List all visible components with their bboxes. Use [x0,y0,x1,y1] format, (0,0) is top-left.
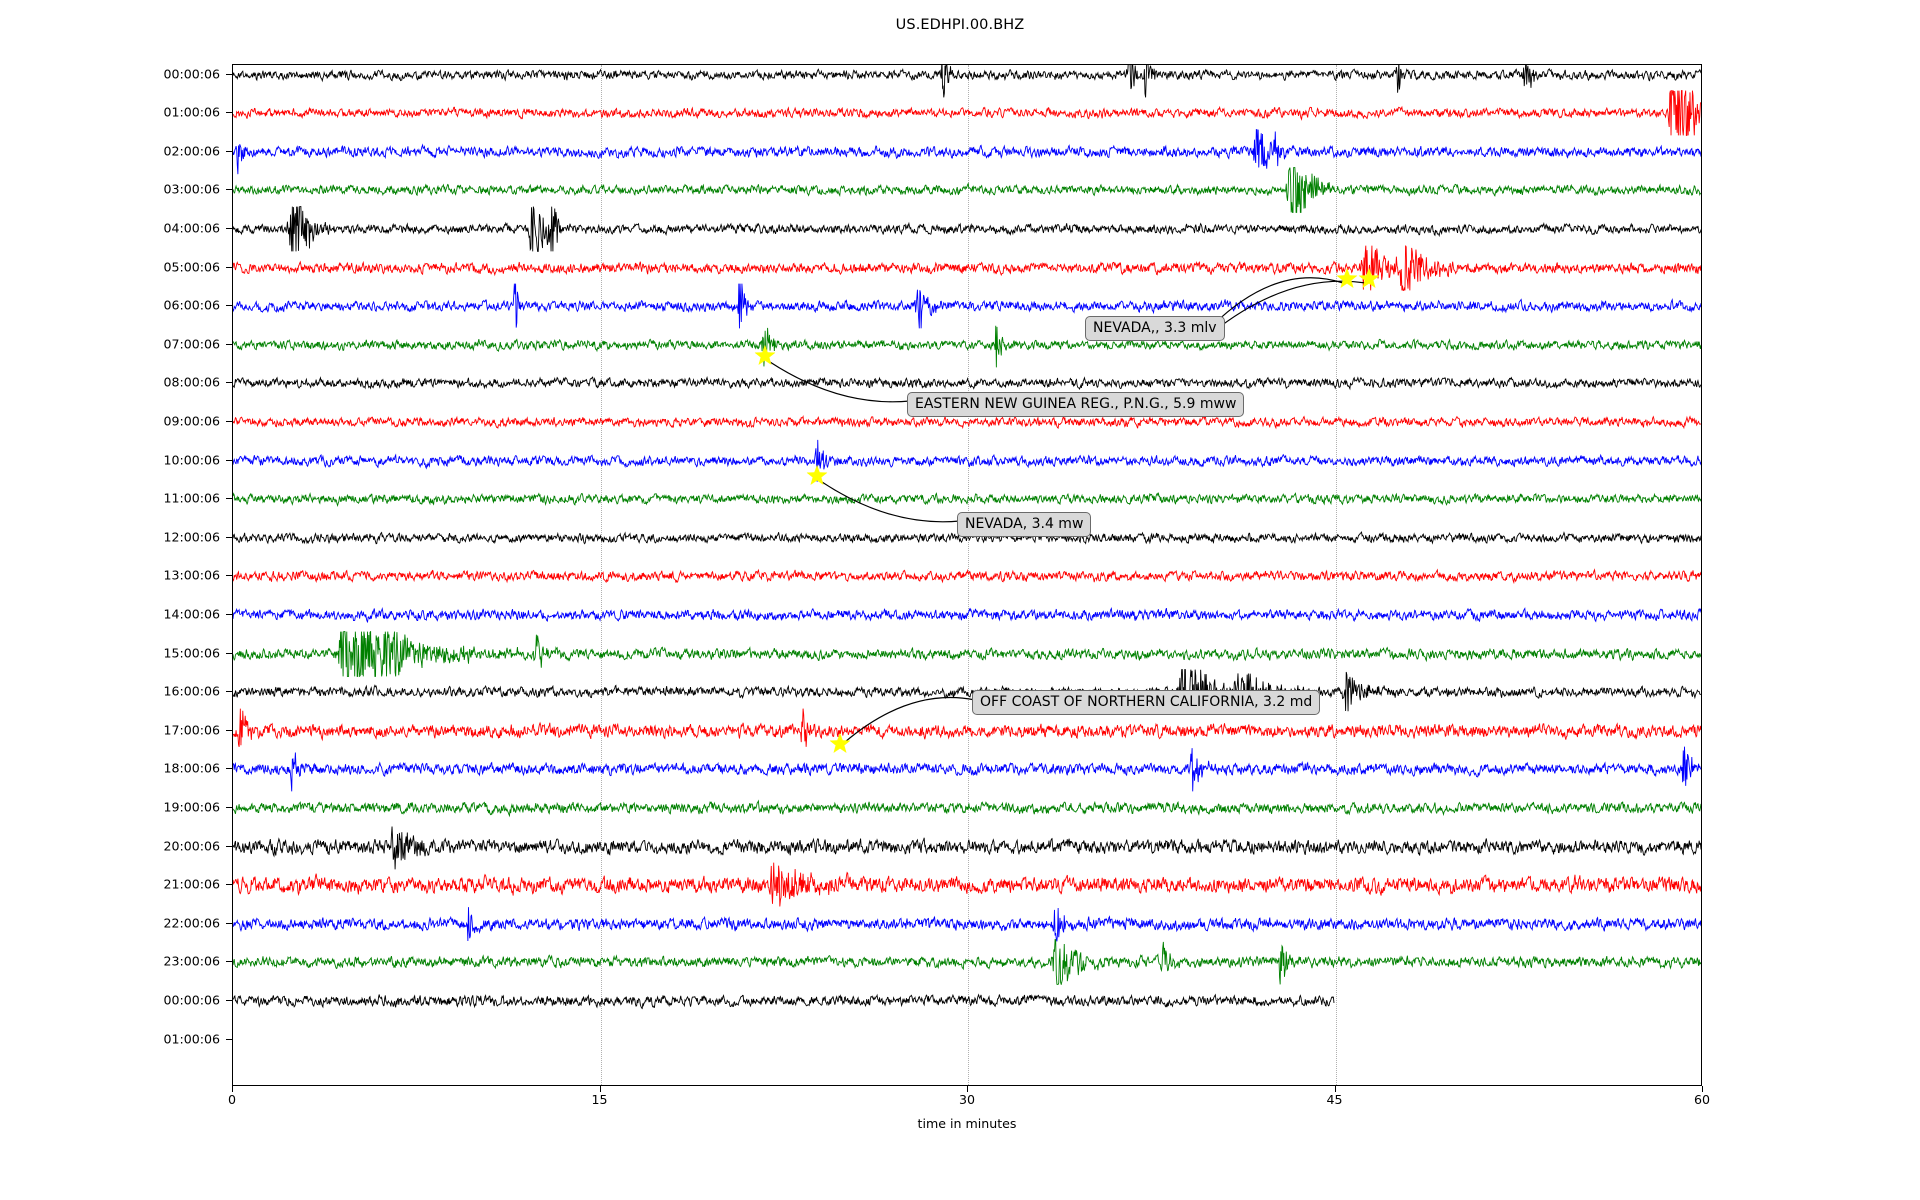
y-axis-tick-mark [226,73,232,75]
y-axis-tick-label: 20:00:06 [163,838,220,853]
trace-row [233,592,1701,638]
y-axis-tick-mark [226,1038,232,1040]
y-axis-tick-label: 01:00:06 [163,1031,220,1046]
trace-row [233,322,1701,368]
trace-row [233,129,1701,175]
y-axis-tick-label: 21:00:06 [163,876,220,892]
trace-row [233,824,1701,870]
trace-row [233,862,1701,908]
y-axis-tick-label: 00:00:06 [163,992,220,1008]
y-axis-tick-label: 13:00:06 [163,567,220,583]
y-axis-tick-mark [226,459,232,461]
trace-row [233,553,1701,599]
y-axis-tick-label: 14:00:06 [163,606,220,622]
y-axis-tick-label: 09:00:06 [163,413,220,429]
y-axis-tick-label: 04:00:06 [163,220,220,236]
y-axis-tick-mark [226,691,232,693]
plot-area[interactable] [232,64,1702,1086]
event-annotation-label[interactable]: NEVADA,, 3.3 mlv [1085,316,1225,342]
trace-row [233,746,1701,792]
trace-row [233,669,1701,715]
y-axis-tick-mark [226,420,232,422]
y-axis-tick-label: 08:00:06 [163,374,220,390]
trace-row [233,438,1701,484]
y-axis-tick-mark [226,112,232,114]
y-axis-tick-mark [226,806,232,808]
y-axis-tick-mark [226,652,232,654]
y-axis-tick-label: 23:00:06 [163,953,220,969]
y-axis-tick-label: 15:00:06 [163,645,220,660]
y-axis-tick-mark [226,768,232,770]
y-axis-tick-label: 01:00:06 [163,104,220,120]
trace-row [233,631,1701,677]
x-axis-tick-label: 60 [1693,1092,1711,1107]
trace-row [233,939,1701,985]
y-axis-tick-mark [226,884,232,886]
event-annotation-label[interactable]: NEVADA, 3.4 mw [957,512,1092,538]
y-axis-tick-mark [226,536,232,538]
gridline-45 [1335,65,1337,1085]
x-axis-tick-mark [232,1086,233,1092]
y-axis-tick-mark [226,961,232,963]
y-axis-tick-mark [226,575,232,577]
trace-row [233,283,1701,329]
y-axis-tick-mark [226,922,232,924]
y-axis-tick-mark [226,227,232,229]
trace-row [233,206,1701,252]
x-axis-tick-label: 30 [958,1092,976,1107]
x-axis-tick-label: 0 [227,1092,237,1107]
trace-row [233,978,1701,1024]
y-axis-tick-label: 05:00:06 [163,259,220,274]
y-axis-tick-mark [226,266,232,268]
trace-row [233,1017,1701,1063]
gridline-30 [968,65,969,1085]
y-axis-tick-label: 16:00:06 [163,683,220,699]
x-axis-label: time in minutes [917,1116,1017,1131]
y-axis-tick-label: 07:00:06 [163,336,220,352]
y-axis-tick-mark [226,498,232,500]
y-axis-tick-label: 02:00:06 [163,143,220,159]
trace-row [233,245,1701,291]
trace-row [233,64,1701,98]
x-axis-tick-label: 45 [1326,1092,1343,1107]
x-axis-tick-label: 15 [591,1092,608,1107]
x-axis-tick-mark [1702,1086,1703,1092]
trace-row [233,901,1701,947]
y-axis-tick-label: 10:00:06 [163,452,220,467]
y-axis-tick-label: 03:00:06 [163,181,220,197]
y-axis-tick-mark [226,845,232,847]
y-axis-tick-label: 22:00:06 [163,915,220,931]
event-annotation-label[interactable]: EASTERN NEW GUINEA REG., P.N.G., 5.9 mww [907,392,1245,418]
x-axis-tick-mark [967,1086,968,1092]
y-axis-tick-mark [226,305,232,307]
y-axis-tick-label: 12:00:06 [163,529,220,545]
y-axis-tick-mark [226,613,232,615]
y-axis-tick-mark [226,189,232,191]
y-axis-tick-label: 06:00:06 [163,297,220,313]
y-axis-tick-mark [226,999,232,1001]
trace-row [233,785,1701,831]
y-axis-tick-label: 11:00:06 [163,490,220,506]
y-axis-tick-mark [226,729,232,731]
y-axis-tick-label: 18:00:06 [163,760,220,776]
y-axis-tick-label: 19:00:06 [163,799,220,815]
trace-row [233,708,1701,754]
y-axis-tick-label: 00:00:06 [163,66,220,81]
y-axis-tick-mark [226,382,232,384]
gridline-15 [600,65,602,1085]
trace-row [233,167,1701,213]
trace-row [233,90,1701,136]
event-annotation-label[interactable]: OFF COAST OF NORTHERN CALIFORNIA, 3.2 md [972,690,1321,716]
y-axis-tick-mark [226,343,232,345]
x-axis-tick-mark [599,1086,601,1092]
y-axis-tick-mark [226,150,232,152]
y-axis-tick-label: 17:00:06 [163,722,220,738]
page-title: US.EDHPI.00.BHZ [895,17,1025,33]
x-axis-tick-mark [1334,1086,1336,1092]
